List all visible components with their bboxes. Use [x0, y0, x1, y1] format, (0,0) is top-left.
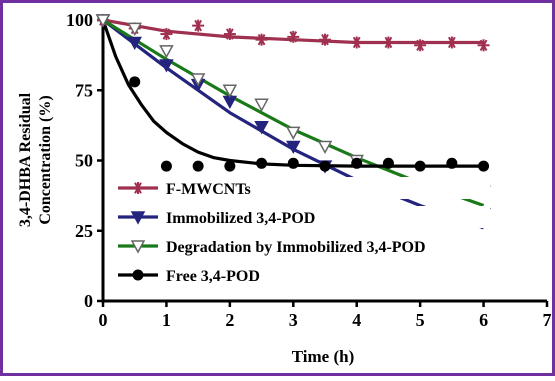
data-point: [255, 33, 268, 46]
data-point: [224, 160, 236, 172]
data-point: [159, 59, 174, 73]
x-tick-label: 1: [162, 310, 171, 330]
data-point: [129, 76, 141, 88]
y-tick-label: 100: [66, 10, 93, 30]
data-point: [223, 28, 236, 41]
x-tick-label: 0: [99, 310, 108, 330]
fit-line: [101, 19, 484, 168]
legend-marker: [130, 211, 146, 225]
x-tick-label: 3: [289, 310, 298, 330]
legend-entry-background: [114, 206, 490, 228]
y-axis-label-line2: Concentration (%): [37, 95, 54, 224]
x-tick-label: 6: [479, 310, 488, 330]
legend-entry-background: [114, 235, 490, 257]
y-tick-label: 75: [75, 80, 93, 100]
data-point: [159, 45, 174, 59]
legend-marker: [130, 240, 146, 254]
data-point: [350, 36, 363, 49]
data-point: [351, 157, 363, 169]
data-point: [95, 14, 111, 28]
axes: 0 1 2 3 4 5 6 7 0 25 50 75 100: [66, 10, 552, 330]
y-tick-label: 0: [84, 291, 93, 311]
data-point: [382, 157, 394, 169]
data-point: [286, 126, 301, 140]
data-point: [414, 160, 426, 172]
legend: F-MWCNTs Immobilized 3,4-POD Degradation b…: [114, 177, 490, 286]
data-point: [127, 36, 142, 51]
legend-entry-background: [114, 264, 490, 286]
data-point: [192, 19, 205, 32]
legend-label: Free 3,4-POD: [166, 268, 260, 285]
legend-marker: [132, 182, 144, 194]
x-tick-label: 5: [416, 310, 425, 330]
legend-label: Immobilized 3,4-POD: [166, 210, 315, 227]
data-point: [382, 36, 395, 49]
data-point: [160, 160, 172, 172]
data-point: [256, 157, 268, 169]
data-point: [254, 121, 269, 135]
y-tick-label: 50: [75, 151, 93, 171]
x-tick-label: 7: [543, 310, 552, 330]
y-axis-label-line1: 3,4-DHBA Residual: [17, 92, 34, 227]
x-tick-label: 4: [352, 310, 361, 330]
legend-marker: [132, 269, 144, 281]
data-point: [478, 160, 490, 172]
legend-label: F-MWCNTs: [166, 181, 251, 198]
data-point: [477, 39, 490, 52]
data-point: [192, 160, 204, 172]
legend-label: Degradation by Immobilized 3,4-POD: [166, 239, 426, 256]
data-point: [319, 33, 331, 46]
data-point: [287, 30, 300, 43]
x-axis-label: Time (h): [292, 347, 355, 366]
data-point: [127, 22, 142, 36]
data-point: [222, 84, 238, 98]
x-tick-label: 2: [225, 310, 234, 330]
data-point: [254, 98, 269, 112]
legend-entry-background: [114, 177, 490, 199]
data-point: [160, 28, 173, 41]
data-point: [317, 140, 333, 155]
data-point: [446, 157, 458, 169]
data-point: [445, 36, 458, 49]
data-point: [319, 160, 331, 172]
y-tick-label: 25: [75, 221, 93, 241]
data-point: [286, 140, 301, 155]
data-point: [190, 73, 206, 87]
data-point: [287, 157, 299, 169]
data-point: [414, 39, 427, 52]
